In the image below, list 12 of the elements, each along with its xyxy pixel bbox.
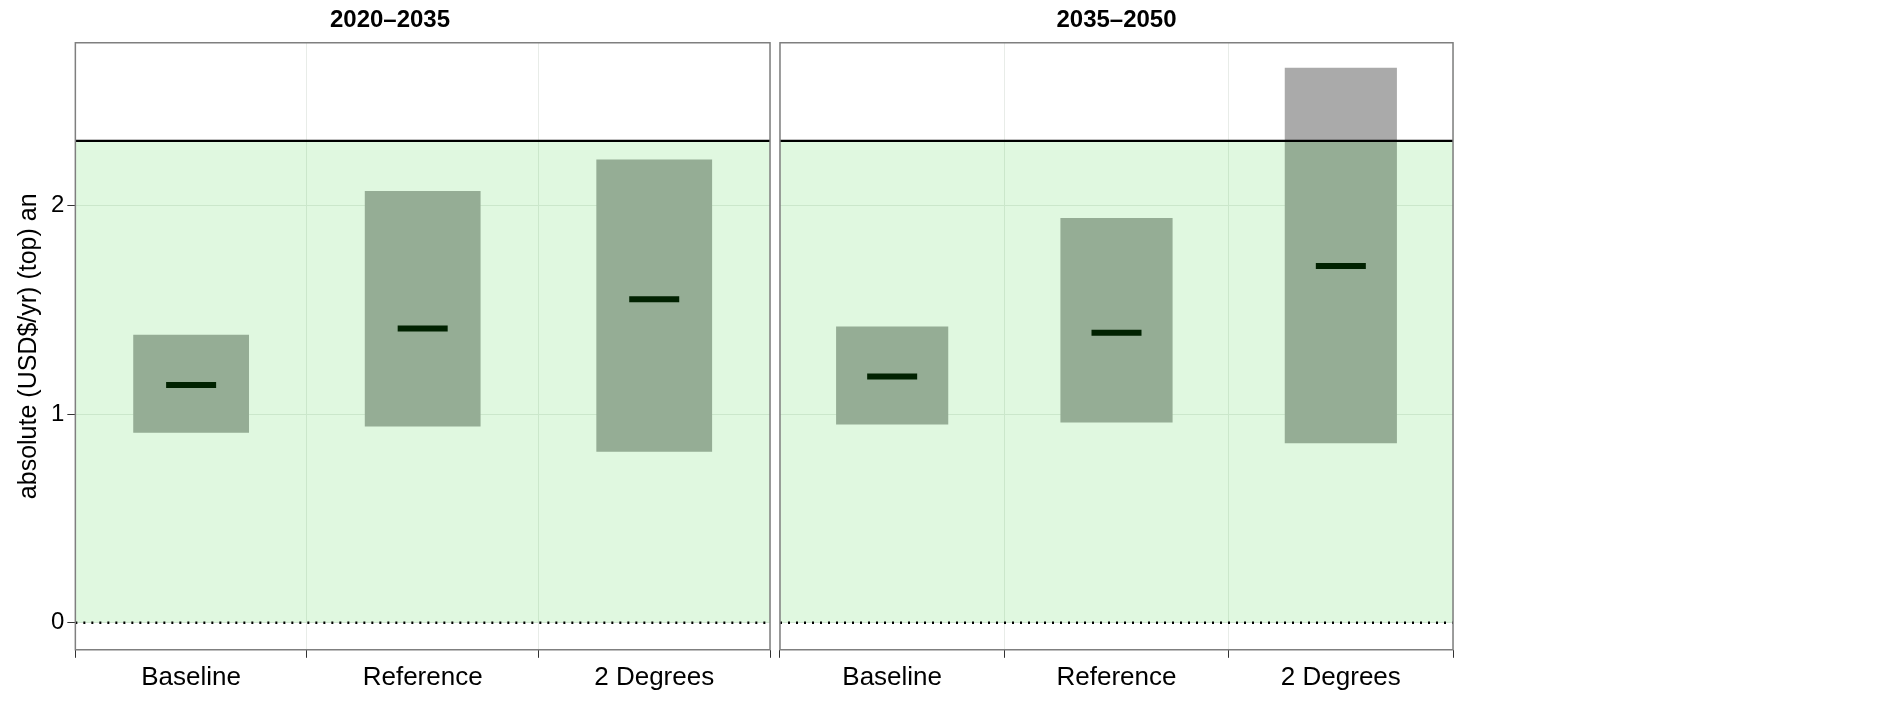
x-tick-label: 2 Degrees — [1280, 660, 1401, 691]
chart-title: 2035–2050 — [1056, 5, 1177, 33]
x-tick-label: 2 Degrees — [594, 660, 715, 691]
y-tick-label: 2 — [50, 190, 65, 218]
chart-title: 2020–2035 — [329, 5, 451, 33]
y-axis-title: absolute (USD$/yr) (top) an — [12, 193, 41, 500]
y-tick-label: 0 — [50, 607, 65, 635]
y-tick-label: 1 — [50, 398, 65, 426]
x-tick-label: Baseline — [842, 660, 943, 691]
x-tick-label: Reference — [362, 660, 483, 691]
x-tick-label: Baseline — [141, 660, 241, 691]
x-tick-label: Reference — [1056, 660, 1177, 691]
